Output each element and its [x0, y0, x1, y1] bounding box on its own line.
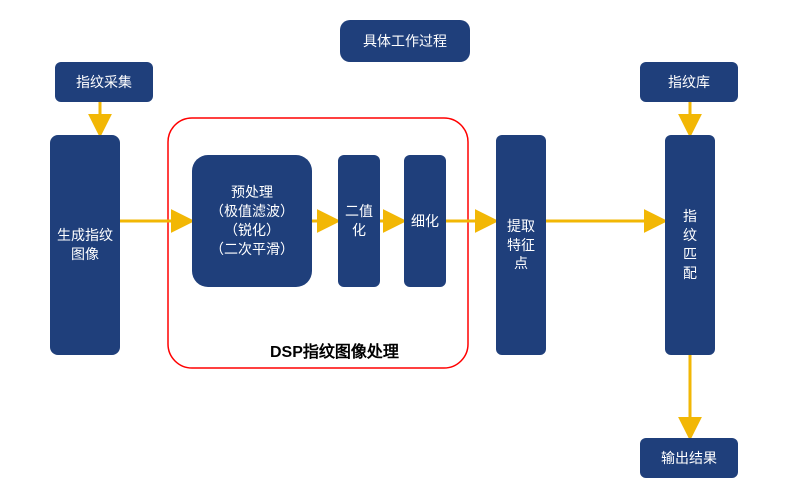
node-genimg: 生成指纹 图像: [50, 135, 120, 355]
node-thinning: 细化: [404, 155, 446, 287]
node-feature: 提取 特征 点: [496, 135, 546, 355]
node-db: 指纹库: [640, 62, 738, 102]
container-label: DSP指纹图像处理: [270, 338, 399, 362]
title-box: 具体工作过程: [340, 20, 470, 62]
node-binarize: 二值 化: [338, 155, 380, 287]
node-match: 指 纹 匹 配: [665, 135, 715, 355]
node-output: 输出结果: [640, 438, 738, 478]
node-collect: 指纹采集: [55, 62, 153, 102]
node-preproc: 预处理 （极值滤波） （锐化） （二次平滑）: [192, 155, 312, 287]
